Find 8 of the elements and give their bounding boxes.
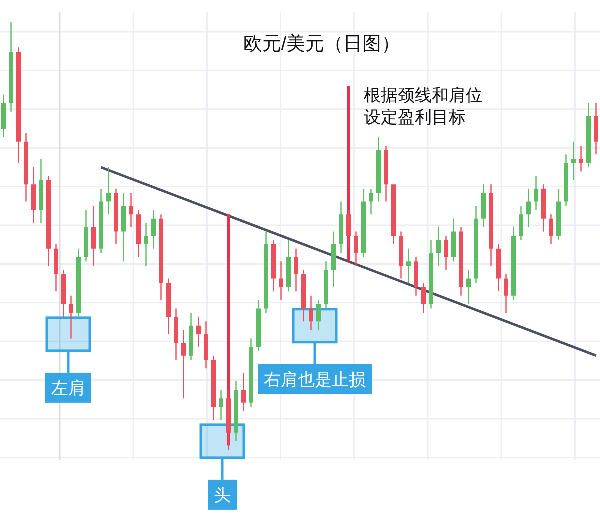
callout-label: 右肩也是止损 [258,364,372,394]
annotation: 左肩 [52,378,86,398]
annotation: 右肩也是止损 [264,370,366,390]
annotation: 头 [214,486,231,505]
annotation: 根据颈线和肩位设定盈利目标 [364,85,484,129]
callout-label: 头 [208,480,237,510]
callout-label: 左肩 [46,372,92,403]
text: 欧元/美元（日图） [243,33,401,55]
